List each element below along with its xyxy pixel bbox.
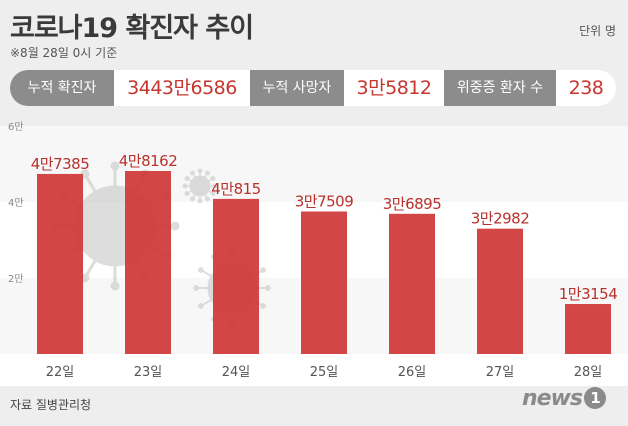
page-title: 코로나19 확진자 추이 xyxy=(10,13,254,44)
y-tick-label: 2만 xyxy=(8,273,24,285)
x-tick-label: 26일 xyxy=(398,365,427,380)
total-cases-value: 3443만6586 xyxy=(114,70,250,106)
data-label: 3만6895 xyxy=(383,195,442,213)
data-label: 3만2982 xyxy=(471,210,530,228)
stats-bar: 누적 확진자 3443만6586 누적 사망자 3만5812 위중증 환자 수 … xyxy=(10,70,616,106)
bar xyxy=(125,170,171,354)
data-label: 1만3154 xyxy=(559,285,618,303)
data-label: 4만7385 xyxy=(31,155,90,173)
x-tick-label: 27일 xyxy=(486,365,515,380)
total-deaths-label: 누적 사망자 xyxy=(250,70,344,106)
x-tick-label: 24일 xyxy=(222,365,251,380)
bar xyxy=(389,213,435,354)
data-label: 4만8162 xyxy=(119,152,178,170)
critical-patients-label: 위중증 환자 수 xyxy=(444,70,556,106)
bar xyxy=(213,198,259,354)
news1-logo: news 1 xyxy=(522,386,606,411)
bar xyxy=(565,304,611,354)
x-tick-label: 25일 xyxy=(310,365,339,380)
bar xyxy=(37,173,83,354)
x-tick-label: 28일 xyxy=(574,365,603,380)
total-cases-label: 누적 확진자 xyxy=(10,70,114,106)
y-tick-label: 6만 xyxy=(8,121,24,133)
x-tick-label: 23일 xyxy=(134,365,163,380)
logo-number: 1 xyxy=(584,387,606,409)
date-note: ※8월 28일 0시 기준 xyxy=(10,46,118,60)
data-label: 4만815 xyxy=(211,180,260,198)
data-label: 3만7509 xyxy=(295,192,354,210)
logo-text: news xyxy=(521,386,583,411)
critical-patients-value: 238 xyxy=(556,70,616,106)
x-tick-label: 22일 xyxy=(46,365,75,380)
source-label: 자료 질병관리청 xyxy=(10,398,92,412)
total-deaths-value: 3만5812 xyxy=(344,70,444,106)
axis-band xyxy=(0,354,628,386)
bar xyxy=(477,228,523,354)
unit-label: 단위 명 xyxy=(579,24,616,38)
bar-chart: 2만 4만 6만 4만7385 22일 4만8162 23일 4만815 24일 3만7509 25… xyxy=(0,121,628,386)
y-tick-label: 4만 xyxy=(8,197,24,209)
bar xyxy=(301,211,347,354)
virus-icon xyxy=(182,168,218,204)
